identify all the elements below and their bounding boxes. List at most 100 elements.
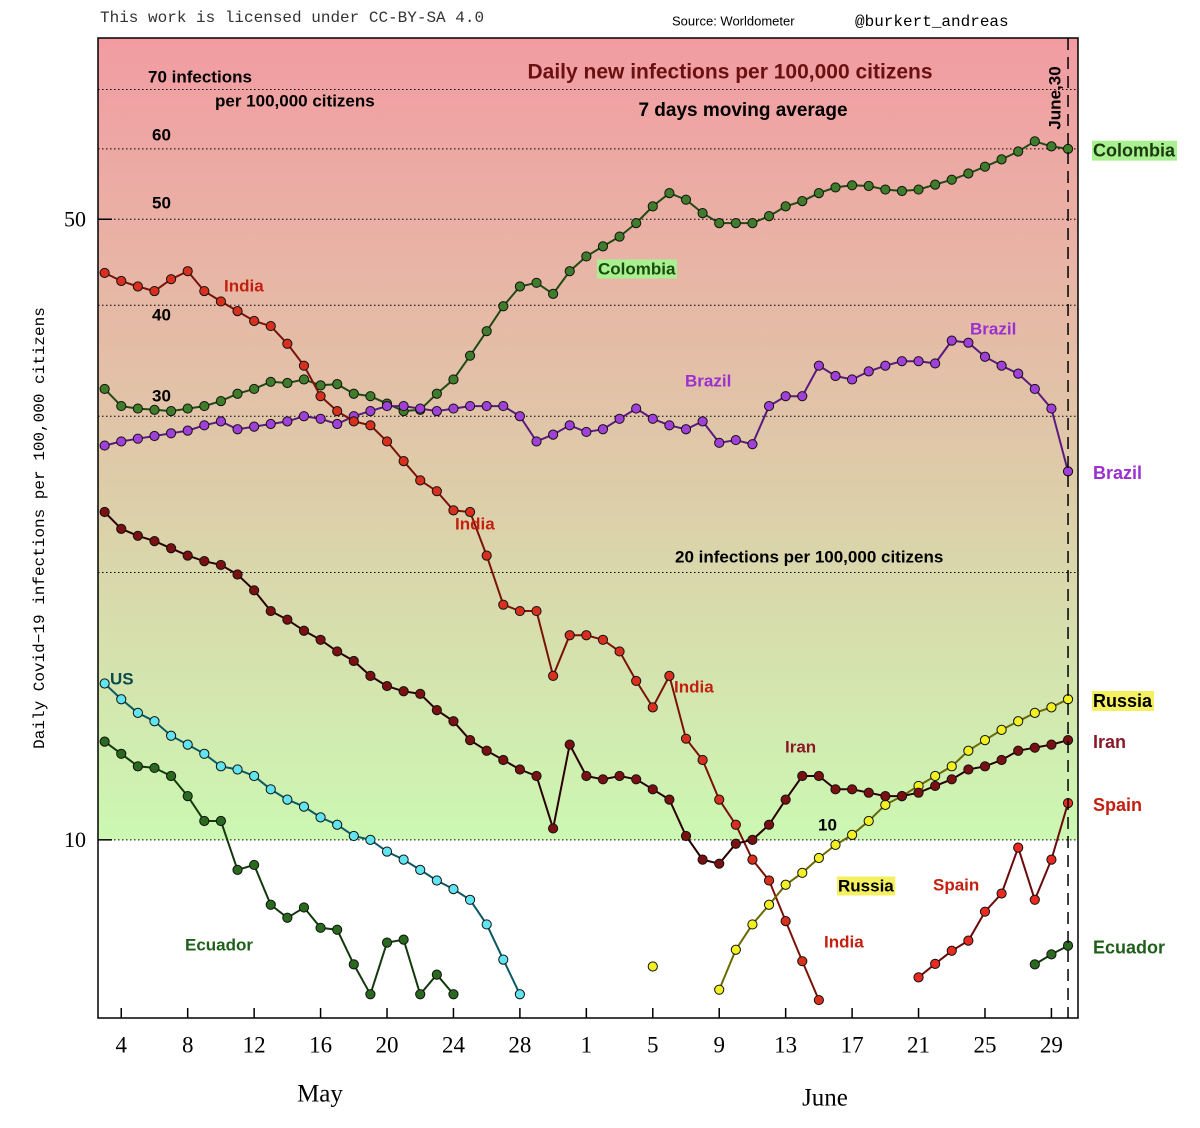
data-point bbox=[963, 935, 974, 946]
data-point bbox=[116, 748, 127, 759]
data-point bbox=[464, 735, 476, 746]
data-point bbox=[548, 429, 559, 440]
x-group-label: June bbox=[802, 1085, 848, 1112]
data-point bbox=[282, 912, 293, 923]
data-point bbox=[298, 374, 310, 385]
data-point bbox=[1046, 403, 1057, 414]
data-point bbox=[830, 839, 841, 850]
data-point bbox=[132, 761, 143, 772]
data-point bbox=[348, 655, 359, 667]
data-point bbox=[332, 819, 343, 830]
data-point bbox=[332, 406, 343, 417]
data-point bbox=[979, 161, 991, 172]
data-point bbox=[99, 440, 110, 451]
data-point bbox=[481, 919, 492, 930]
data-point bbox=[996, 360, 1007, 371]
data-point bbox=[232, 424, 243, 435]
data-point bbox=[149, 762, 160, 774]
data-point bbox=[597, 241, 609, 252]
data-point bbox=[282, 614, 293, 625]
label: Russia bbox=[1093, 691, 1153, 711]
x-tick-label: 20 bbox=[376, 1032, 399, 1057]
data-point bbox=[481, 400, 492, 412]
data-point bbox=[763, 875, 775, 886]
data-point bbox=[797, 956, 808, 967]
y-axis-label: Daily Covid−19 infections per 100,000 ci… bbox=[31, 307, 49, 749]
data-point bbox=[730, 434, 741, 446]
data-point bbox=[1029, 959, 1040, 970]
data-point bbox=[647, 413, 658, 424]
data-point bbox=[348, 959, 359, 970]
label: 70 infections bbox=[148, 67, 252, 86]
data-point bbox=[763, 899, 775, 910]
data-point bbox=[963, 764, 974, 775]
data-point bbox=[282, 377, 293, 389]
data-point bbox=[597, 634, 609, 645]
data-point bbox=[232, 569, 243, 580]
data-point bbox=[631, 218, 642, 229]
data-point bbox=[199, 748, 210, 759]
data-point bbox=[265, 784, 276, 795]
data-point bbox=[365, 391, 376, 402]
data-point bbox=[498, 301, 509, 312]
data-point bbox=[182, 403, 193, 414]
data-point bbox=[365, 670, 376, 681]
data-point bbox=[564, 266, 575, 277]
label: Colombia bbox=[1093, 141, 1176, 161]
data-point bbox=[398, 686, 409, 697]
data-point bbox=[631, 675, 642, 687]
y-tick-label: 10 bbox=[64, 827, 86, 852]
data-point bbox=[1013, 716, 1024, 727]
source: Source: Worldometer bbox=[672, 13, 795, 28]
data-point bbox=[182, 266, 193, 277]
data-point bbox=[215, 395, 227, 407]
data-point bbox=[896, 791, 908, 802]
data-point bbox=[381, 400, 393, 412]
x-tick-label: 4 bbox=[116, 1032, 128, 1057]
data-point bbox=[398, 934, 409, 945]
data-point bbox=[365, 834, 376, 845]
data-point bbox=[431, 486, 442, 497]
data-point bbox=[880, 791, 891, 802]
data-point bbox=[498, 954, 509, 965]
data-point bbox=[780, 201, 791, 212]
data-point bbox=[763, 400, 775, 412]
data-point bbox=[1046, 702, 1057, 713]
data-point bbox=[165, 406, 177, 417]
data-point bbox=[99, 678, 110, 689]
data-point bbox=[979, 351, 991, 362]
data-point bbox=[896, 356, 908, 367]
data-point bbox=[381, 680, 393, 692]
data-point bbox=[481, 550, 492, 561]
data-point bbox=[979, 735, 991, 746]
data-point bbox=[780, 879, 791, 890]
data-point bbox=[182, 739, 193, 750]
series-line bbox=[718, 698, 1069, 991]
data-point bbox=[913, 972, 924, 983]
data-point bbox=[249, 585, 260, 596]
data-point bbox=[631, 403, 642, 414]
data-point bbox=[664, 670, 675, 681]
data-point bbox=[215, 559, 227, 571]
data-point bbox=[464, 506, 476, 518]
data-point bbox=[747, 439, 758, 450]
data-point bbox=[896, 185, 908, 197]
data-point bbox=[664, 794, 675, 805]
data-point bbox=[847, 784, 858, 795]
label: 10 bbox=[818, 815, 837, 834]
data-point bbox=[913, 184, 924, 195]
data-point bbox=[548, 823, 559, 834]
data-point bbox=[913, 787, 924, 798]
data-point bbox=[830, 370, 841, 382]
data-point bbox=[448, 505, 459, 516]
data-point bbox=[963, 337, 974, 348]
data-point bbox=[797, 391, 808, 402]
data-point bbox=[863, 180, 874, 192]
x-tick-label: 24 bbox=[442, 1032, 466, 1057]
label: India bbox=[224, 276, 264, 295]
data-point bbox=[531, 277, 542, 288]
data-point bbox=[249, 315, 260, 327]
label: US bbox=[110, 669, 134, 688]
data-point bbox=[614, 413, 625, 424]
label: 30 bbox=[152, 386, 171, 405]
